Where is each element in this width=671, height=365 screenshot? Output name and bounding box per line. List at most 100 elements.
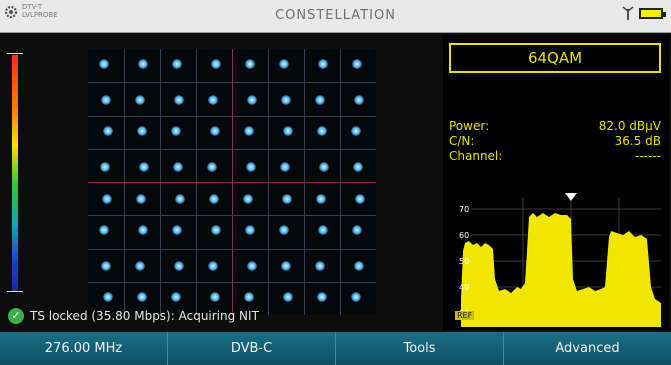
constellation-point [173, 162, 183, 173]
constellation-point [243, 193, 253, 204]
constellation-point [280, 162, 290, 173]
tools-button[interactable]: Tools [336, 332, 504, 365]
constellation-point [103, 126, 113, 137]
constellation-point [174, 261, 184, 272]
constellation-point [138, 58, 148, 69]
constellation-point [101, 94, 111, 105]
power-label: Power: [449, 119, 490, 133]
constellation-point [283, 126, 293, 137]
battery-icon [639, 8, 666, 19]
constellation-point [172, 58, 182, 69]
constellation-point [103, 292, 113, 303]
cn-label: C/N: [449, 134, 475, 148]
constellation-point [319, 162, 329, 173]
constellation-point [283, 292, 293, 303]
modulation-box[interactable]: 64QAM [449, 43, 661, 73]
constellation-point [246, 162, 256, 173]
constellation-point [354, 94, 364, 105]
spectrum-plot: 70 60 50 40 30 [459, 197, 661, 327]
constellation-point [99, 58, 109, 69]
constellation-point [101, 261, 111, 272]
grid-line-horizontal [88, 182, 376, 183]
constellation-point [100, 162, 110, 173]
constellation-point [351, 126, 361, 137]
constellation-point [136, 193, 146, 204]
constellation-point [139, 162, 149, 173]
constellation-point [315, 94, 325, 105]
constellation-point [355, 193, 365, 204]
constellation-point [172, 224, 182, 235]
constellation-point [210, 126, 220, 137]
grid-line-vertical [340, 49, 341, 315]
constellation-point [174, 94, 184, 105]
constellation-point [207, 162, 217, 173]
channel-value: ------ [635, 149, 661, 163]
grid-line-vertical [268, 49, 269, 315]
spectrum-trace [461, 213, 661, 327]
constellation-point [99, 224, 109, 235]
grid-line-horizontal [88, 215, 376, 217]
spectrum-y-tick-40: 40 [459, 283, 469, 292]
constellation-point [315, 261, 325, 272]
constellation-point [279, 58, 289, 69]
color-scale-bar [12, 55, 18, 291]
constellation-point [352, 224, 362, 235]
constellation-point [317, 126, 327, 137]
constellation-point [247, 94, 257, 105]
page-title: CONSTELLATION [275, 8, 396, 23]
constellation-point [353, 162, 363, 173]
constellation-point [211, 224, 221, 235]
cn-value: 36.5 dB [614, 134, 661, 148]
spectrum-y-tick-60: 60 [459, 231, 469, 240]
grid-line-horizontal [88, 248, 376, 250]
constellation-point [135, 94, 145, 105]
advanced-button[interactable]: Advanced [555, 341, 620, 356]
measurement-panel: 64QAM Power: 82.0 dBµV C/N: 36.5 dB Chan… [443, 35, 669, 330]
scale-top-marker [7, 53, 23, 54]
constellation-point [209, 193, 219, 204]
constellation-point [135, 261, 145, 272]
constellation-point [354, 261, 364, 272]
constellation-point [102, 193, 112, 204]
constellation-point [318, 224, 328, 235]
constellation-diagram[interactable] [88, 49, 376, 315]
constellation-point [245, 58, 255, 69]
channel-marker [565, 193, 577, 201]
title-bar: DTV-T LVLPROBE CONSTELLATION [0, 0, 671, 33]
power-value: 82.0 dBµV [598, 119, 661, 133]
standard-button[interactable]: DVB-C [168, 332, 336, 365]
constellation-point [279, 224, 289, 235]
check-icon: ✓ [8, 308, 24, 324]
constellation-point [137, 126, 147, 137]
constellation-point [245, 224, 255, 235]
antenna-icon [622, 6, 634, 20]
header-subtitle-line1: DTV-T [22, 3, 43, 11]
grid-line-vertical [304, 49, 305, 315]
status-text: TS locked (35.80 Mbps): Acquiring NIT [30, 309, 259, 323]
frequency-button[interactable]: 276.00 MHz [0, 332, 168, 365]
constellation-point [316, 193, 326, 204]
constellation-point [171, 292, 181, 303]
grid-line-horizontal [88, 281, 376, 283]
constellation-point [211, 58, 221, 69]
constellation-point [281, 94, 291, 105]
spectrum-y-tick-50: 50 [459, 257, 469, 266]
constellation-point [210, 292, 220, 303]
constellation-point [175, 193, 185, 204]
constellation-point [247, 261, 257, 272]
constellation-point [281, 261, 291, 272]
main-area: ✓ TS locked (35.80 Mbps): Acquiring NIT … [0, 33, 671, 332]
constellation-point [318, 58, 328, 69]
constellation-point [351, 292, 361, 303]
header-subtitle-line2: LVLPROBE [22, 11, 58, 19]
constellation-point [352, 58, 362, 69]
spectrum-mini-view[interactable]: 70 60 50 40 30 REF [449, 191, 661, 327]
softkey-bar: 276.00 MHz DVB-C Tools Advanced [0, 332, 671, 365]
constellation-point [244, 292, 254, 303]
constellation-point [171, 126, 181, 137]
constellation-point [208, 94, 218, 105]
constellation-point [137, 292, 147, 303]
constellation-point [282, 193, 292, 204]
channel-label: Channel: [449, 149, 503, 163]
gear-icon[interactable] [4, 5, 18, 19]
